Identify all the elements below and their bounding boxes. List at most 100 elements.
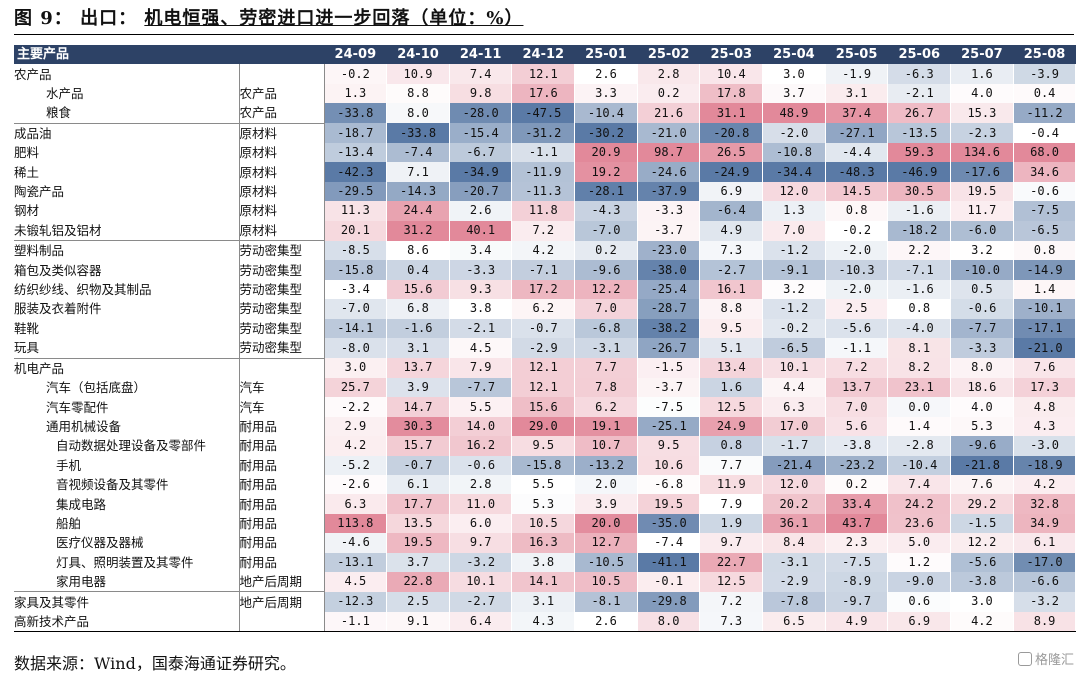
value-cell: -3.0 [1013,436,1077,456]
value-cell: -7.7 [950,318,1014,339]
value-cell: -2.9 [762,571,826,592]
table-row: 粮食 农产品 -33.8 8.0 -28.0 -47.5 -10.4 21.6 31.1 48.9… [14,103,1077,124]
value-cell: 7.0 [574,299,638,319]
value-cell: 37.4 [825,103,889,124]
value-cell: 3.4 [449,240,513,261]
table-row: 未锻轧铝及铝材 原材料 20.1 31.2 40.1 7.2 -7.0 -3.7 4.9 7.0-… [14,220,1077,241]
value-cell: -2.7 [449,591,513,612]
value-cell: 29.0 [511,416,576,437]
value-cell: 0.5 [950,279,1014,300]
value-cell: 10.1 [762,358,826,378]
value-cell: -7.4 [386,143,450,163]
product-name-cell: 鞋靴 [14,318,240,339]
value-cell: -6.0 [950,220,1014,241]
value-cell: 134.6 [950,143,1014,163]
value-cell: 3.1 [511,591,576,612]
category-cell: 耐用品 [239,533,325,553]
value-cell: -2.0 [825,240,889,261]
value-cell: -20.8 [699,123,764,144]
value-cell: -0.6 [1013,181,1077,202]
table-row: 医疗仪器及器械 耐用品 -4.6 19.5 9.7 16.3 12.7 -7.4 9.7 8.4 2… [14,533,1077,553]
table-row: 汽车零配件 汽车 -2.2 14.7 5.5 15.6 6.2 -7.5 12.5 6.3 7.0 0… [14,397,1077,417]
value-cell: 9.5 [511,436,576,456]
value-cell: 6.5 [762,611,826,633]
table-row: 成品油 原材料 -18.7 -33.8 -15.4 -31.2 -30.2 -21.0 -20.… [14,122,1077,144]
value-cell: -26.7 [637,338,701,358]
table-row: 陶瓷产品 原材料 -29.5 -14.3 -20.7 -11.3 -28.1 -37.9 6.9… [14,181,1077,202]
watermark-logo-icon [1017,651,1032,666]
value-cell: 10.1 [449,571,513,592]
value-cell: -6.5 [1013,220,1077,241]
value-cell: -8.9 [825,571,889,592]
table-row: 箱包及类似容器 劳动密集型 -15.8 0.4 -3.3 -7.1 -9.6 -38.0 -2.… [14,260,1077,280]
category-cell [239,357,325,378]
value-cell: -9.0 [887,571,952,592]
value-cell: 12.0 [762,474,826,495]
value-cell: 7.4 [887,474,952,495]
value-cell: 2.8 [449,474,513,495]
value-cell: 14.5 [825,181,889,202]
value-cell: -9.1 [762,260,826,280]
product-name-cell: 稀土 [14,162,240,182]
value-cell: -7.7 [449,377,513,398]
value-cell: 2.9 [324,416,388,437]
value-cell: 5.3 [511,494,576,514]
table-row: 汽车（包括底盘） 汽车 25.7 3.9 -7.7 12.1 7.8 -3.7 1.6 4.4 13… [14,377,1077,398]
value-cell: 12.1 [511,64,576,84]
value-cell: 16.3 [511,533,576,553]
value-cell: -2.0 [762,123,826,144]
category-cell: 耐用品 [239,455,325,475]
value-cell: -12.3 [324,591,388,612]
value-cell: -7.1 [887,260,952,280]
value-cell: -8.0 [324,338,388,358]
table-row: 自动数据处理设备及零部件 耐用品 4.2 15.7 16.2 9.5 10.7 9.5 0.8-… [14,436,1077,456]
value-cell: -3.1 [762,552,826,572]
value-cell: -47.5 [511,103,576,124]
value-cell: 36.1 [762,513,826,534]
product-name-cell: 陶瓷产品 [14,181,240,202]
table-row: 农产品 -0.2 10.9 7.4 12.1 2.6 2.8 10.4 3.0 -1.9 -6.3 1… [14,64,1077,84]
value-cell: 12.0 [762,181,826,202]
product-name-cell: 未锻轧铝及铝材 [14,220,240,241]
value-cell: 20.1 [324,220,388,241]
value-cell: 19.5 [950,181,1014,202]
figure-title: 图 9： 出口： 机电恒强、劳密进口进一步回落（单位：%） [14,4,523,30]
value-cell: -6.5 [762,338,826,358]
value-cell: 11.7 [950,201,1014,221]
value-cell: 9.3 [449,279,513,300]
value-cell: 2.0 [574,474,638,495]
table-row: 鞋靴 劳动密集型 -14.1 -1.6 -2.1 -0.7 -6.8 -38.2 9.5 -0.2… [14,318,1077,339]
value-cell: 6.2 [511,299,576,319]
value-cell: 6.8 [386,299,450,319]
value-cell: 9.5 [637,436,701,456]
value-cell: 3.2 [762,279,826,300]
value-cell: 26.5 [699,143,764,163]
value-cell: -1.5 [637,358,701,378]
value-cell: -29.8 [637,591,701,612]
value-cell: -10.4 [574,103,638,124]
value-cell: 7.7 [699,455,764,475]
value-cell: -1.1 [825,338,889,358]
header-month: 24-09 [324,45,387,65]
value-cell: 4.2 [950,611,1014,633]
value-cell: 7.2 [825,358,889,378]
value-cell: 17.6 [511,83,576,104]
value-cell: 9.8 [449,83,513,104]
category-cell: 原材料 [239,122,325,144]
value-cell: -13.1 [324,552,388,572]
title-divider [14,34,1074,35]
value-cell: 3.2 [950,240,1014,261]
value-cell: -3.4 [324,279,388,300]
value-cell: 5.5 [511,474,576,495]
value-cell: 18.6 [950,377,1014,398]
value-cell: -25.1 [637,416,701,437]
value-cell: 40.1 [449,220,513,241]
table-row: 通用机械设备 耐用品 2.9 30.3 14.0 29.0 19.1 -25.1 24.9 17.… [14,416,1077,437]
value-cell: 68.0 [1013,143,1077,163]
value-cell: 19.2 [574,162,638,182]
value-cell: -0.2 [324,64,388,84]
value-cell: 43.7 [825,513,889,534]
product-name-cell: 家具及其零件 [14,591,240,612]
value-cell: 14.7 [386,397,450,417]
value-cell: -28.1 [574,181,638,202]
